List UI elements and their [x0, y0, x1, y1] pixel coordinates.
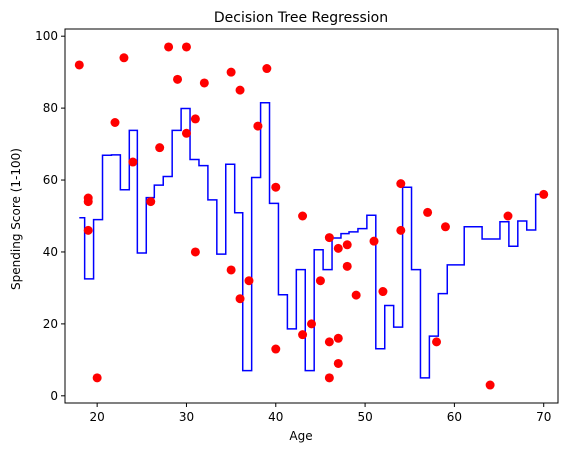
data-point — [253, 121, 263, 131]
x-axis-ticks: 20 30 40 50 60 70 — [90, 403, 551, 424]
y-tick-label: 0 — [50, 389, 58, 403]
x-tick-label: 30 — [179, 410, 194, 424]
data-point — [503, 211, 513, 221]
data-point — [262, 64, 272, 74]
y-tick-label: 100 — [35, 29, 58, 43]
x-axis-label: Age — [289, 429, 312, 443]
data-point — [181, 42, 191, 52]
data-point — [271, 182, 281, 192]
data-point — [226, 67, 236, 77]
data-point — [83, 225, 93, 235]
data-point — [342, 261, 352, 271]
data-point — [110, 118, 120, 127]
data-point — [173, 74, 183, 84]
x-tick-label: 40 — [268, 410, 283, 424]
x-tick-label: 50 — [357, 410, 372, 424]
data-point — [235, 294, 245, 304]
data-point — [155, 143, 165, 153]
data-point — [315, 276, 325, 286]
data-point — [351, 290, 361, 300]
y-tick-label: 20 — [43, 317, 58, 331]
data-point — [271, 344, 281, 354]
y-tick-label: 60 — [43, 173, 58, 187]
data-point — [432, 337, 442, 347]
data-point — [485, 380, 495, 390]
data-point — [199, 78, 209, 88]
data-point — [423, 207, 433, 217]
data-point — [190, 114, 200, 124]
data-point — [181, 128, 191, 138]
data-point — [164, 42, 174, 52]
data-point — [324, 337, 334, 347]
x-tick-label: 20 — [90, 410, 105, 424]
data-point — [440, 222, 450, 232]
data-point — [128, 157, 138, 167]
data-point — [190, 247, 200, 257]
prediction-line-layer — [79, 101, 544, 379]
y-tick-label: 80 — [43, 101, 58, 115]
data-point — [146, 197, 156, 207]
data-point — [396, 179, 406, 189]
y-axis-ticks: 0 20 40 60 80 100 — [35, 29, 65, 403]
chart-title: Decision Tree Regression — [214, 10, 388, 26]
data-point — [324, 233, 334, 243]
data-point — [235, 85, 245, 95]
data-point — [333, 358, 343, 368]
data-point — [83, 197, 93, 207]
y-axis-label: Spending Score (1-100) — [9, 148, 23, 290]
data-point — [333, 243, 343, 253]
data-point — [92, 373, 102, 383]
x-tick-label: 60 — [447, 410, 462, 424]
data-point — [119, 53, 129, 63]
y-tick-label: 40 — [43, 245, 58, 259]
data-point — [396, 225, 406, 235]
data-point — [369, 236, 379, 246]
x-tick-label: 70 — [536, 410, 551, 424]
data-point — [226, 265, 236, 275]
data-point — [324, 373, 334, 383]
data-point — [298, 330, 308, 340]
data-point — [298, 211, 308, 221]
data-point — [333, 333, 343, 343]
plot-frame — [64, 28, 559, 404]
data-point — [539, 189, 549, 199]
data-point — [74, 60, 84, 70]
data-point — [378, 287, 388, 297]
data-point — [342, 240, 352, 250]
data-point — [244, 276, 254, 286]
data-points-layer — [74, 42, 549, 390]
prediction-step-line — [79, 101, 544, 379]
plot-background — [65, 29, 558, 403]
data-point — [307, 319, 316, 329]
